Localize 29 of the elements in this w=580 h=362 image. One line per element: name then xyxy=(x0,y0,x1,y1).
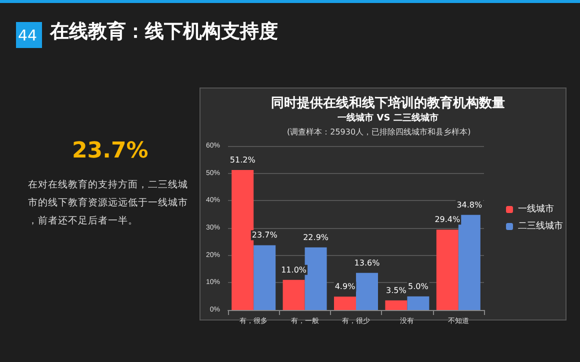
data-label: 13.6% xyxy=(354,258,380,268)
bar xyxy=(254,245,276,310)
bar xyxy=(385,300,408,310)
bar xyxy=(282,280,305,310)
data-label: 4.9% xyxy=(334,282,356,292)
legend-label: 二三线城市 xyxy=(518,220,563,232)
bar xyxy=(304,247,327,310)
data-label: 11.0% xyxy=(281,265,307,274)
data-label: 22.9% xyxy=(303,232,329,242)
data-label: 23.7% xyxy=(252,230,278,240)
bar xyxy=(407,296,430,310)
text: (调查样本：25930人，已排除四线城市和县乡样本) xyxy=(287,128,471,136)
bar xyxy=(436,230,458,310)
bar xyxy=(458,214,480,310)
data-label: 29.4% xyxy=(434,215,460,224)
bar xyxy=(334,296,356,310)
legend-label: 一线城市 xyxy=(518,204,554,214)
text: 44 xyxy=(18,26,38,44)
bar xyxy=(232,170,254,310)
text: 在线教育：线下机构支持度 xyxy=(49,20,278,42)
chart-title: 同时提供在线和线下培训的教育机构数量 xyxy=(271,95,505,111)
text: 23.7% xyxy=(72,138,148,164)
data-label: 51.2% xyxy=(230,156,256,165)
text: 在对在线教育的支持方面，二三线城市的线下教育资源远远低于一线城市，前者还不足后者一半。 xyxy=(28,178,188,226)
data-label: 34.8% xyxy=(456,200,482,210)
data-label: 3.5% xyxy=(386,286,407,295)
bar xyxy=(356,272,378,310)
chart-subtitle: 一线城市 VS 二三线城市 xyxy=(338,112,438,124)
data-label: 5.0% xyxy=(408,282,429,291)
